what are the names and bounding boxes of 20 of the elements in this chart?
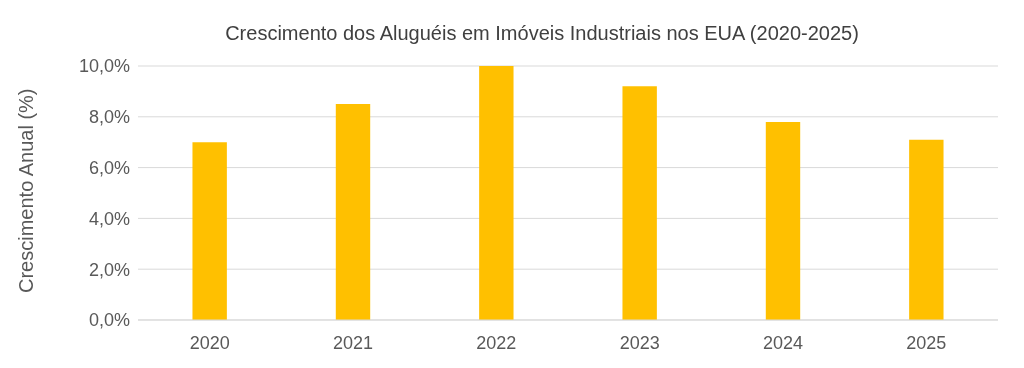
- bar: [192, 142, 227, 320]
- y-tick-label: 4,0%: [88, 208, 130, 229]
- chart-title: Crescimento dos Aluguéis em Imóveis Industriais nos EUA (2020-2025): [224, 21, 860, 46]
- y-axis-title: Crescimento Anual (%): [15, 88, 38, 293]
- y-tick-label: 2,0%: [88, 259, 130, 280]
- y-tick-label: 8,0%: [88, 107, 130, 128]
- x-tick-label: 2021: [332, 332, 374, 353]
- bar: [765, 121, 801, 320]
- bar: [479, 66, 514, 320]
- bar: [335, 104, 371, 320]
- bar: [622, 86, 657, 320]
- y-tick-label: 0,0%: [88, 310, 130, 331]
- y-tick-label: 6,0%: [88, 157, 130, 178]
- x-tick-label: 2023: [619, 332, 660, 353]
- x-tick-label: 2025: [906, 332, 947, 353]
- x-tick-label: 2020: [189, 332, 230, 353]
- x-tick-label: 2022: [476, 332, 517, 353]
- y-tick-label: 10,0%: [78, 56, 130, 77]
- bar: [909, 139, 944, 320]
- x-tick-label: 2024: [762, 332, 804, 353]
